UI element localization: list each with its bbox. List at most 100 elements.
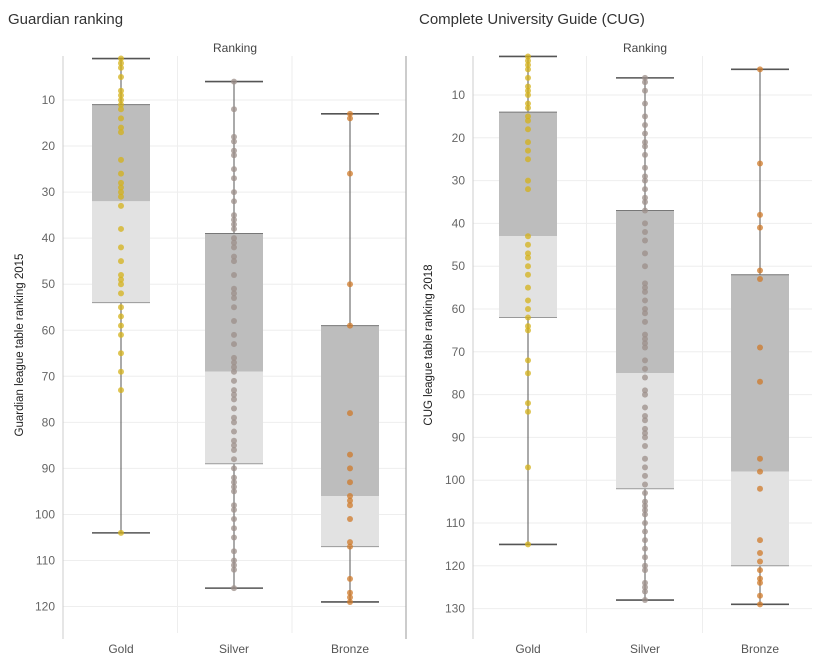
data-point-silver xyxy=(642,220,648,227)
data-point-silver xyxy=(231,414,237,421)
data-point-silver xyxy=(231,557,237,564)
data-point-gold xyxy=(118,271,124,278)
data-point-silver xyxy=(231,285,237,292)
data-point-silver xyxy=(231,244,237,251)
data-point-silver xyxy=(231,405,237,412)
y-tick-label: 50 xyxy=(452,259,466,273)
y-tick-label: 40 xyxy=(452,216,466,230)
box-lower-quartile xyxy=(92,201,150,303)
x-category-label: Bronze xyxy=(331,642,369,655)
data-point-silver xyxy=(642,455,648,462)
y-tick-label: 90 xyxy=(42,461,56,475)
data-point-silver xyxy=(231,354,237,361)
data-point-silver xyxy=(231,152,237,159)
data-point-silver xyxy=(642,511,648,518)
data-point-bronze xyxy=(347,589,353,596)
y-tick-label: 30 xyxy=(452,174,466,188)
data-point-gold xyxy=(525,126,531,133)
data-point-silver xyxy=(231,239,237,246)
data-point-silver xyxy=(642,297,648,304)
data-point-gold xyxy=(525,83,531,90)
data-point-silver xyxy=(642,528,648,535)
data-point-silver xyxy=(231,221,237,228)
data-point-gold xyxy=(118,258,124,265)
data-point-silver xyxy=(642,365,648,372)
data-point-bronze xyxy=(347,115,353,122)
data-point-silver xyxy=(642,164,648,171)
data-point-gold xyxy=(118,244,124,251)
data-point-gold xyxy=(118,529,124,536)
data-point-silver xyxy=(642,228,648,235)
y-tick-label: 50 xyxy=(42,277,56,291)
data-point-gold xyxy=(525,314,531,321)
data-point-bronze xyxy=(757,468,763,475)
data-point-bronze xyxy=(347,502,353,509)
data-point-bronze xyxy=(757,455,763,462)
data-point-silver xyxy=(642,121,648,128)
data-point-silver xyxy=(231,387,237,394)
y-tick-label: 100 xyxy=(35,507,55,521)
data-point-silver xyxy=(231,198,237,205)
data-point-silver xyxy=(642,490,648,497)
data-point-gold xyxy=(525,263,531,270)
data-point-gold xyxy=(118,97,124,103)
y-tick-label: 110 xyxy=(446,516,465,530)
data-point-bronze xyxy=(347,575,353,582)
data-point-gold xyxy=(118,170,124,177)
data-point-silver xyxy=(231,483,237,490)
data-point-gold xyxy=(525,370,531,377)
data-point-silver xyxy=(231,474,237,481)
data-point-gold xyxy=(525,117,531,124)
data-point-gold xyxy=(525,297,531,304)
data-point-gold xyxy=(118,202,124,209)
data-point-gold xyxy=(118,368,124,375)
data-point-silver xyxy=(642,472,648,479)
data-point-silver xyxy=(642,250,648,257)
data-point-gold xyxy=(525,177,531,184)
data-point-gold xyxy=(118,322,124,329)
y-tick-label: 120 xyxy=(445,559,465,573)
data-point-bronze xyxy=(757,537,763,544)
box-bronze xyxy=(731,68,789,606)
y-tick-label: 80 xyxy=(42,415,56,429)
x-category-label: Silver xyxy=(630,642,660,655)
y-tick-label: 30 xyxy=(42,185,56,199)
data-point-silver xyxy=(231,216,237,223)
data-point-gold xyxy=(525,233,531,240)
data-point-gold xyxy=(118,184,124,191)
data-point-gold xyxy=(525,66,531,73)
x-category-label: Silver xyxy=(219,642,249,655)
data-point-silver xyxy=(231,442,237,449)
data-point-silver xyxy=(231,479,237,486)
data-point-bronze xyxy=(347,465,353,472)
data-point-silver xyxy=(231,359,237,366)
data-point-bronze xyxy=(757,211,763,218)
box-upper-quartile xyxy=(499,112,557,237)
data-point-bronze xyxy=(757,558,763,565)
data-point-gold xyxy=(525,156,531,163)
data-point-silver xyxy=(231,377,237,384)
data-point-silver xyxy=(642,340,648,347)
data-point-bronze xyxy=(347,497,353,504)
data-point-bronze xyxy=(757,276,763,283)
data-point-silver xyxy=(642,139,648,146)
data-point-silver xyxy=(231,566,237,573)
data-point-gold xyxy=(525,241,531,248)
data-point-silver xyxy=(642,597,648,604)
data-point-gold xyxy=(525,186,531,193)
data-point-silver xyxy=(642,207,648,214)
data-point-silver xyxy=(231,106,237,113)
data-point-silver xyxy=(642,374,648,381)
data-point-silver xyxy=(642,344,648,351)
data-point-silver xyxy=(642,280,648,287)
data-point-silver xyxy=(231,525,237,532)
data-point-gold xyxy=(118,313,124,320)
y-tick-label: 110 xyxy=(36,554,55,568)
data-point-gold xyxy=(118,225,124,232)
data-point-gold xyxy=(118,281,124,288)
data-point-silver xyxy=(642,545,648,552)
data-point-silver xyxy=(642,413,648,419)
data-point-silver xyxy=(231,138,237,145)
box-bronze xyxy=(321,113,379,603)
